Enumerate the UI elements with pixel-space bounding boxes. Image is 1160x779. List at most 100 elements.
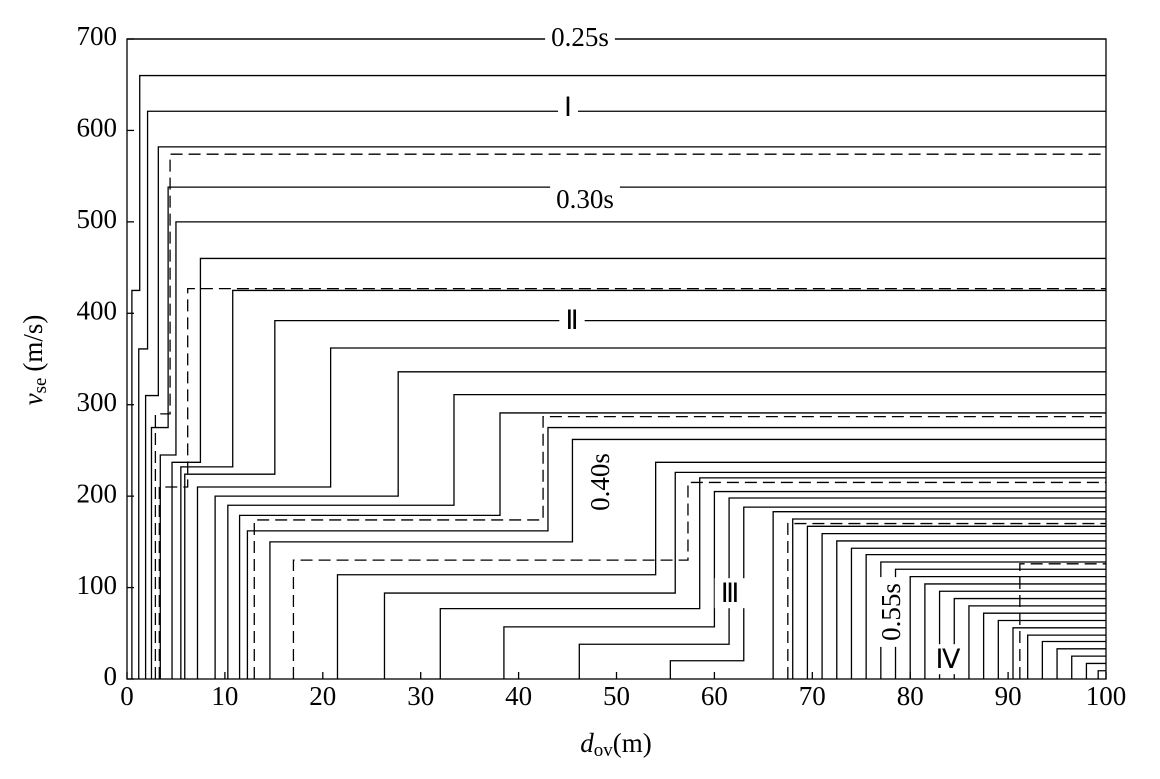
contour-line (1041, 640, 1106, 679)
contour-line (982, 612, 1106, 679)
annotation-background (559, 305, 585, 336)
contour-line (336, 461, 1106, 679)
contour-line (154, 153, 1106, 679)
x-tick-label: 100 (1086, 681, 1127, 711)
contour-line (253, 415, 1106, 679)
contour-line (865, 554, 1106, 679)
y-tick-label: 500 (77, 204, 118, 234)
contour-line (180, 289, 1106, 679)
contour-line (850, 547, 1106, 679)
contour-line (131, 74, 1106, 679)
contour-line (292, 481, 1106, 679)
contour-line (138, 110, 1106, 679)
contour-line (787, 522, 1106, 679)
annotation-label: Ⅰ (564, 92, 572, 122)
y-tick-label: 100 (77, 570, 118, 600)
contour-line (246, 426, 1106, 679)
y-axis-label: vse (m/s) (18, 315, 51, 406)
contour-line (158, 287, 1106, 679)
contour-line (144, 146, 1106, 679)
annotation: 0.40s (585, 447, 616, 517)
y-tick-label: 200 (77, 478, 118, 508)
contour-line (1056, 648, 1106, 679)
annotation-background (714, 578, 746, 609)
y-label-unit: (m/s) (18, 315, 48, 372)
x-tick-label: 90 (995, 681, 1022, 711)
contour-line (806, 525, 1106, 679)
annotation-label: 0.40s (585, 453, 615, 511)
contour-line (150, 186, 1106, 679)
annotation-label: Ⅳ (936, 644, 961, 674)
contour-line (836, 540, 1106, 679)
contour-line (159, 221, 1106, 679)
contour-line (1071, 655, 1106, 679)
contour-line (1027, 634, 1106, 679)
annotation-background (550, 184, 620, 215)
y-tick-label: 300 (77, 387, 118, 417)
contour-line (909, 575, 1106, 679)
annotation-background (929, 644, 967, 675)
contour-line (924, 583, 1106, 679)
contour-line (184, 319, 1106, 679)
contour-line (196, 347, 1106, 679)
contour-line (1012, 627, 1106, 679)
x-tick-label: 40 (505, 681, 532, 711)
annotation-label: 0.55s (876, 583, 906, 641)
contour-line (968, 605, 1106, 679)
contour-line (1085, 662, 1106, 679)
annotation: 0.30s (550, 184, 620, 215)
x-tick-label: 0 (120, 681, 134, 711)
x-tick-label: 30 (407, 681, 434, 711)
plot-frame (126, 38, 1107, 680)
annotation: Ⅳ (929, 644, 967, 675)
annotation-background (545, 22, 615, 53)
contour-line (269, 438, 1106, 679)
contour-line (953, 597, 1106, 679)
y-tick-label: 600 (77, 113, 118, 143)
annotation-background (876, 577, 907, 647)
contour-line (1019, 563, 1106, 679)
contour-line (227, 394, 1106, 679)
contour-line (669, 506, 1106, 679)
contour-line (821, 532, 1106, 679)
x-label-unit: (m) (613, 728, 652, 758)
annotation: Ⅲ (714, 578, 746, 609)
x-label-subscript: ov (594, 740, 614, 761)
contour-line (772, 511, 1106, 679)
annotation-label: Ⅲ (721, 578, 740, 608)
contour-line (439, 477, 1106, 679)
y-tick-label: 400 (77, 295, 118, 325)
y-label-subscript: se (30, 378, 51, 394)
x-label-symbol: d (580, 728, 594, 758)
y-tick-label: 0 (104, 661, 118, 691)
contour-line (383, 471, 1106, 679)
annotation-label: 0.25s (551, 22, 609, 52)
contour-line (578, 497, 1106, 679)
annotation: 0.55s (876, 577, 907, 647)
y-label-symbol: v (18, 393, 48, 405)
annotation: Ⅰ (558, 92, 578, 123)
x-tick-label: 10 (211, 681, 238, 711)
x-tick-label: 70 (799, 681, 826, 711)
contour-line (792, 518, 1106, 679)
contour-line (214, 371, 1106, 679)
contour-line (894, 568, 1106, 679)
annotation-background (585, 447, 616, 517)
contour-line (238, 412, 1106, 679)
annotation: 0.25s (545, 22, 615, 53)
x-tick-label: 80 (897, 681, 924, 711)
x-axis-label: dov(m) (580, 728, 651, 761)
x-tick-label: 20 (309, 681, 336, 711)
contour-line (171, 257, 1106, 679)
x-tick-label: 60 (701, 681, 728, 711)
y-tick-label: 700 (77, 21, 118, 51)
annotation: Ⅱ (559, 305, 585, 336)
x-tick-label: 50 (603, 681, 630, 711)
annotation-label: Ⅱ (565, 305, 578, 335)
contour-line (997, 619, 1106, 679)
annotation-background (558, 92, 578, 123)
annotation-label: 0.30s (556, 184, 614, 214)
contour-line (1097, 670, 1106, 679)
contour-line (503, 490, 1106, 679)
